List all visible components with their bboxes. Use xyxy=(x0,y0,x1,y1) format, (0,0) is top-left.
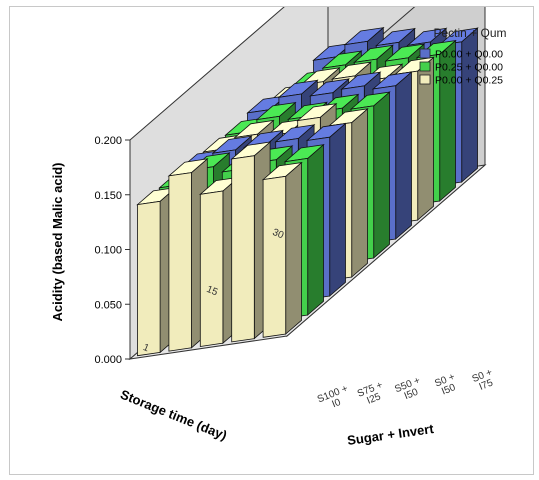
legend-swatch xyxy=(419,48,431,59)
y-axis-title: Acidity (based Malic acid) xyxy=(50,163,65,322)
legend-entry-label: P0.00 + Q0.00 xyxy=(435,49,503,61)
category-tick-label: S0 +I75 xyxy=(471,367,498,394)
storage-tick-label: 15 xyxy=(205,284,220,299)
category-tick-label: S100 +I0 xyxy=(316,383,354,415)
legend-swatch xyxy=(419,74,431,85)
storage-tick-label: 1 xyxy=(141,342,151,354)
bar-front xyxy=(199,190,224,347)
y-tick-label: 0.050 xyxy=(94,299,122,311)
y-tick-label: 0.200 xyxy=(94,135,122,147)
legend-entry-label: P0.25 + Q0.00 xyxy=(435,62,503,74)
bar-front xyxy=(137,200,161,357)
storage-axis-title: Storage time (day) xyxy=(118,387,229,443)
chart-bars xyxy=(136,26,479,357)
bar-side xyxy=(307,143,324,316)
chart-canvas: 0.000 0.050 0.100 0.150 0.200 Acidity (based… xyxy=(50,7,507,448)
legend-entry-label: P0.00 + Q0.25 xyxy=(435,75,503,87)
legend-title: Pectin + Qum xyxy=(433,26,506,40)
bar-front xyxy=(168,172,192,352)
category-tick-label: S50 +I50 xyxy=(393,375,426,404)
bar-front xyxy=(262,175,287,338)
y-tick-label: 0.150 xyxy=(94,190,122,202)
bar-side xyxy=(373,91,390,259)
bar-side xyxy=(351,108,368,278)
bar-side xyxy=(395,71,412,240)
category-tick-label: S0 +I50 xyxy=(433,372,460,399)
bar-front xyxy=(231,155,255,343)
x-axis-title: Sugar + Invert xyxy=(346,421,435,448)
bar-side xyxy=(285,161,302,335)
y-axis: 0.000 0.050 0.100 0.150 0.200 xyxy=(94,135,131,366)
category-tick-label: S75 +I25 xyxy=(356,380,389,409)
y-tick-label: 0.100 xyxy=(94,245,122,257)
legend-swatch xyxy=(419,61,431,72)
bar xyxy=(136,186,178,357)
bar-side xyxy=(329,122,346,297)
y-tick-label: 0.000 xyxy=(94,354,122,366)
storage-tick-label: 30 xyxy=(271,227,286,242)
bar xyxy=(261,161,303,338)
chart-frame: 0.000 0.050 0.100 0.150 0.200 Acidity (based… xyxy=(9,6,534,475)
